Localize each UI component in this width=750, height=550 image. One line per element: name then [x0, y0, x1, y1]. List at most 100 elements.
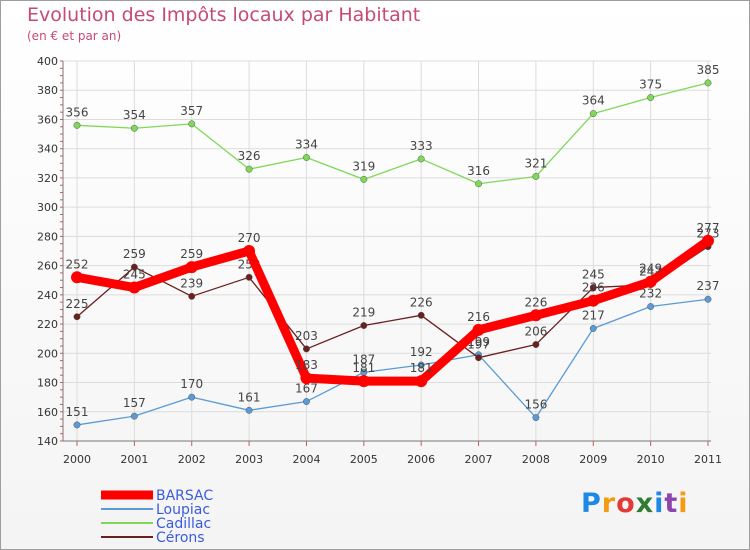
data-point: [589, 110, 597, 118]
data-label: 206: [524, 325, 547, 339]
data-point: [303, 154, 310, 161]
x-tick-label: 2003: [235, 453, 263, 466]
y-tick-label: 280: [37, 230, 58, 243]
chart-title: Evolution des Impôts locaux par Habitant: [27, 4, 421, 26]
data-point: [130, 412, 138, 420]
data-label: 157: [123, 396, 146, 410]
data-label: 356: [66, 105, 89, 119]
data-point: [532, 414, 540, 422]
legend-label: Cadillac: [156, 516, 211, 532]
data-point: [188, 292, 196, 300]
data-point: [589, 284, 597, 291]
data-point: [360, 322, 368, 329]
data-label: 219: [352, 306, 375, 320]
data-label: 203: [295, 329, 318, 343]
data-label: 187: [352, 352, 375, 366]
x-tick-label: 2008: [522, 453, 550, 466]
data-point: [128, 281, 141, 294]
data-point: [245, 165, 253, 173]
data-label: 270: [238, 231, 261, 245]
data-label: 236: [582, 281, 605, 295]
data-label: 259: [180, 247, 203, 261]
data-point: [303, 345, 310, 353]
data-point: [644, 275, 657, 288]
x-tick-label: 2010: [637, 453, 665, 466]
data-point: [417, 311, 425, 319]
data-point: [188, 393, 196, 401]
data-label: 156: [524, 398, 547, 412]
data-point: [130, 124, 138, 132]
data-label: 237: [697, 279, 720, 293]
data-label: 357: [180, 104, 203, 118]
data-label: 259: [123, 247, 146, 261]
data-label: 216: [467, 310, 490, 324]
data-point: [185, 261, 198, 274]
data-label: 385: [697, 63, 720, 77]
y-tick-label: 260: [37, 260, 58, 273]
data-point: [360, 175, 368, 183]
data-label: 277: [697, 221, 720, 235]
data-point: [245, 273, 253, 281]
data-label: 245: [123, 268, 146, 282]
data-label: 161: [238, 390, 261, 404]
y-tick-label: 240: [37, 289, 58, 302]
y-tick-label: 160: [37, 406, 58, 419]
data-point: [475, 180, 482, 188]
proxiti-logo: Proxiti: [581, 488, 689, 519]
data-label: 226: [524, 295, 547, 309]
x-tick-label: 2007: [465, 453, 493, 466]
data-label: 225: [66, 297, 89, 311]
data-point: [73, 121, 81, 129]
y-tick-label: 400: [37, 55, 58, 68]
data-point: [529, 309, 542, 322]
y-tick-label: 300: [37, 201, 58, 214]
data-point: [532, 173, 540, 180]
legend-label: Loupiac: [156, 502, 210, 518]
data-point: [415, 375, 428, 388]
y-tick-label: 360: [37, 113, 58, 126]
data-point: [73, 421, 81, 429]
data-point: [243, 245, 256, 257]
y-tick-label: 340: [37, 143, 58, 156]
data-point: [245, 406, 253, 414]
series-line: [76, 237, 711, 386]
y-tick-label: 180: [37, 377, 58, 390]
x-tick-label: 2001: [120, 453, 148, 466]
data-point: [647, 94, 655, 101]
data-point: [587, 294, 600, 307]
data-label: 375: [639, 78, 662, 92]
y-tick-label: 200: [37, 347, 58, 360]
legend-label: Cérons: [156, 530, 205, 546]
data-label: 245: [582, 268, 605, 282]
data-point: [73, 313, 81, 321]
data-point: [303, 398, 310, 405]
y-tick-label: 380: [37, 84, 58, 97]
data-point: [704, 295, 712, 303]
series-cadillac: 356 354 357 326 334 319 333 316 321 364 375 385: [66, 63, 720, 188]
x-tick-label: 2002: [178, 453, 206, 466]
data-point: [188, 120, 196, 128]
y-tick-label: 140: [37, 435, 58, 448]
data-label: 192: [410, 345, 433, 359]
data-label: 167: [295, 382, 318, 396]
data-label: 326: [238, 149, 261, 163]
series-line: [76, 298, 709, 426]
data-point: [532, 341, 540, 348]
data-label: 217: [582, 308, 605, 322]
data-point: [472, 323, 485, 336]
y-tick-label: 220: [37, 318, 58, 331]
x-tick-label: 2011: [694, 453, 722, 466]
data-label: 151: [66, 405, 89, 419]
data-point: [417, 361, 425, 369]
series-line: [76, 246, 709, 359]
series-line: [76, 82, 709, 185]
data-label: 239: [180, 276, 203, 290]
x-tick-label: 2005: [350, 453, 378, 466]
data-label: 226: [410, 295, 433, 309]
chart-subtitle: (en € et par an): [27, 29, 122, 43]
series-barsac: 252 245 259 270 183 181 181 216 226 236 249 277: [66, 221, 720, 388]
data-point: [300, 372, 313, 385]
